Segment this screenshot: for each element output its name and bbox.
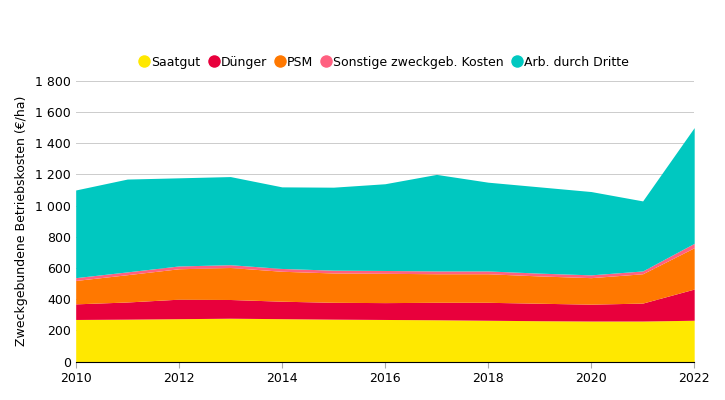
Y-axis label: Zweckgebundene Betriebskosten (€/ha): Zweckgebundene Betriebskosten (€/ha): [15, 96, 28, 346]
Legend: Saatgut, Dünger, PSM, Sonstige zweckgeb. Kosten, Arb. durch Dritte: Saatgut, Dünger, PSM, Sonstige zweckgeb.…: [136, 50, 634, 74]
